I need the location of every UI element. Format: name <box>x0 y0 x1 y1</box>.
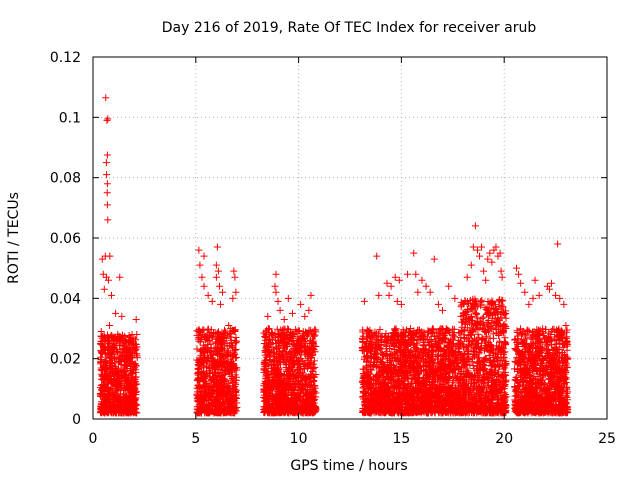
roti-point <box>99 391 107 399</box>
roti-point <box>130 384 138 392</box>
roti-point <box>127 367 135 375</box>
roti-point <box>118 352 126 360</box>
roti-point <box>110 343 118 351</box>
roti-point <box>98 366 106 374</box>
roti-point <box>103 376 111 384</box>
roti-point <box>193 345 201 353</box>
roti-point <box>129 363 137 371</box>
roti-point <box>109 334 117 342</box>
roti-point <box>104 346 112 354</box>
roti-point <box>96 360 104 368</box>
roti-point <box>107 408 115 416</box>
roti-point <box>116 395 124 403</box>
roti-point <box>101 399 109 407</box>
roti-point <box>126 385 134 393</box>
roti-point <box>108 353 116 361</box>
roti-point <box>97 356 105 364</box>
roti-point <box>130 349 138 357</box>
roti-point <box>125 400 133 408</box>
roti-point <box>220 326 228 334</box>
data-points <box>96 94 572 417</box>
roti-point <box>123 406 131 414</box>
roti-point <box>132 409 140 417</box>
roti-point <box>99 342 107 350</box>
roti-point <box>232 345 240 353</box>
roti-point <box>103 383 111 391</box>
roti-point <box>126 335 134 343</box>
roti-point <box>103 395 111 403</box>
roti-point <box>106 403 114 411</box>
roti-point <box>107 402 115 410</box>
roti-point <box>110 333 118 341</box>
roti-point <box>128 341 136 349</box>
roti-point <box>131 408 139 416</box>
roti-point <box>121 357 129 365</box>
roti-point <box>391 325 399 333</box>
roti-point <box>98 400 106 408</box>
roti-point <box>129 345 137 353</box>
roti-point <box>121 367 129 375</box>
roti-point <box>102 384 110 392</box>
roti-point <box>122 397 130 405</box>
roti-point <box>113 383 121 391</box>
roti-point <box>111 340 119 348</box>
roti-point <box>111 387 119 395</box>
roti-point <box>122 344 130 352</box>
roti-point <box>116 403 124 411</box>
roti-point <box>115 357 123 365</box>
roti-point <box>450 325 458 333</box>
roti-point <box>125 380 133 388</box>
roti-point <box>104 374 112 382</box>
roti-point <box>117 402 125 410</box>
roti-point <box>131 388 139 396</box>
roti-point <box>114 375 122 383</box>
roti-point <box>200 326 208 334</box>
roti-point <box>100 390 108 398</box>
roti-point <box>103 338 111 346</box>
roti-point <box>101 350 109 358</box>
roti-point <box>119 340 127 348</box>
roti-point <box>120 363 128 371</box>
roti-point <box>100 406 108 414</box>
roti-point <box>126 351 134 359</box>
roti-point <box>106 364 114 372</box>
roti-point <box>133 380 141 388</box>
roti-point <box>125 358 133 366</box>
roti-point <box>100 332 108 340</box>
roti-point <box>111 370 119 378</box>
roti-point <box>113 347 121 355</box>
roti-point <box>103 357 111 365</box>
roti-point <box>128 374 136 382</box>
roti-point <box>98 348 106 356</box>
roti-point <box>111 363 119 371</box>
roti-point <box>97 364 105 372</box>
roti-point <box>115 396 123 404</box>
roti-point <box>127 396 135 404</box>
roti-point <box>97 403 105 411</box>
roti-point <box>106 391 114 399</box>
roti-point <box>108 365 116 373</box>
roti-point <box>132 394 140 402</box>
chart-title: Day 216 of 2019, Rate Of TEC Index for r… <box>162 20 537 36</box>
roti-point <box>120 393 128 401</box>
